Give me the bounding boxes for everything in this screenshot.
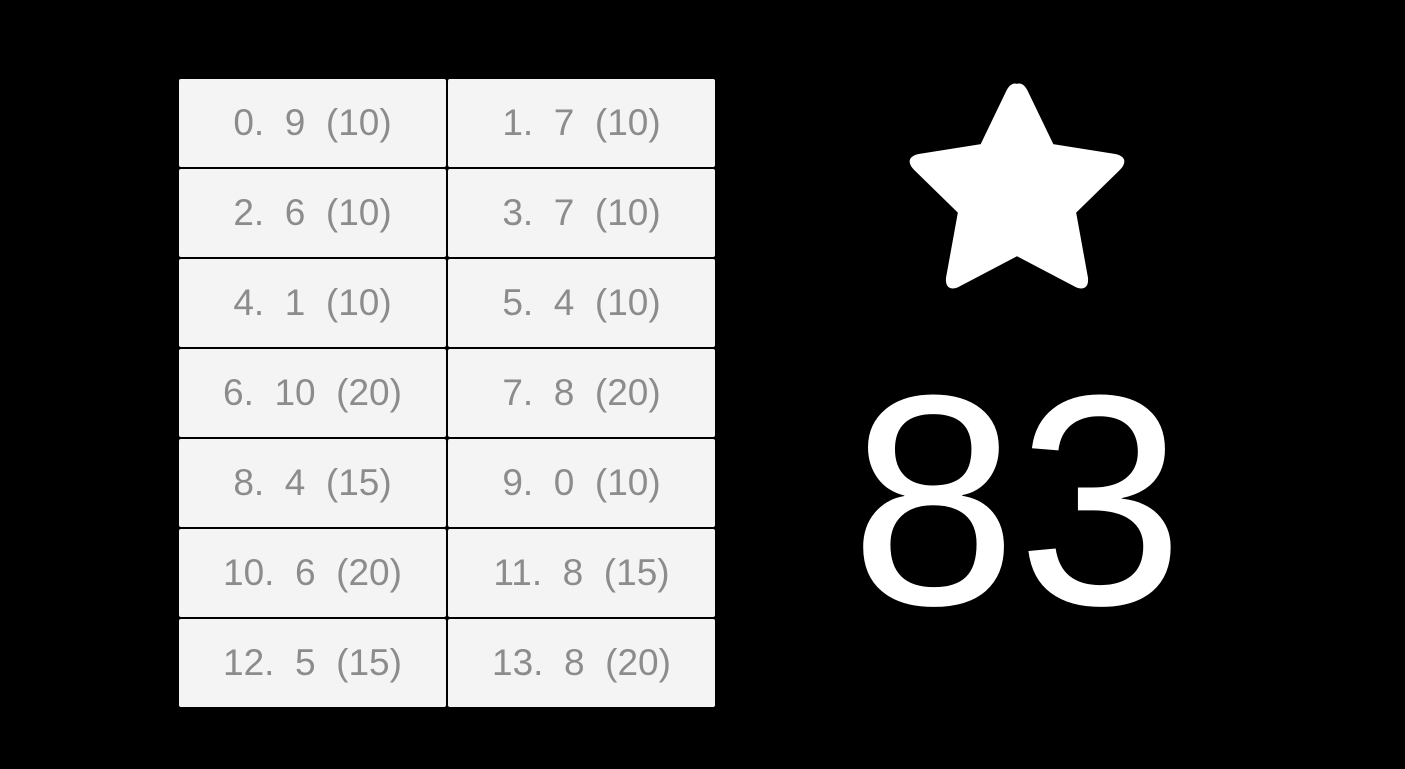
total-score: 83 <box>850 332 1184 668</box>
grid-cell[interactable]: 2. 6 (10) <box>179 169 446 257</box>
grid-cell[interactable]: 5. 4 (10) <box>448 259 715 347</box>
grid-cell[interactable]: 6. 10 (20) <box>179 349 446 437</box>
grid-cell[interactable]: 11. 8 (15) <box>448 529 715 617</box>
grid-cell[interactable]: 13. 8 (20) <box>448 619 715 707</box>
grid-cell[interactable]: 1. 7 (10) <box>448 79 715 167</box>
star-icon <box>909 83 1125 289</box>
grid-cell[interactable]: 3. 7 (10) <box>448 169 715 257</box>
score-grid: 0. 9 (10) 1. 7 (10) 2. 6 (10) 3. 7 (10) 4. 1… <box>179 79 715 707</box>
grid-cell[interactable]: 0. 9 (10) <box>179 79 446 167</box>
grid-cell[interactable]: 4. 1 (10) <box>179 259 446 347</box>
grid-cell[interactable]: 12. 5 (15) <box>179 619 446 707</box>
grid-cell[interactable]: 10. 6 (20) <box>179 529 446 617</box>
grid-cell[interactable]: 8. 4 (15) <box>179 439 446 527</box>
grid-cell[interactable]: 9. 0 (10) <box>448 439 715 527</box>
grid-cell[interactable]: 7. 8 (20) <box>448 349 715 437</box>
